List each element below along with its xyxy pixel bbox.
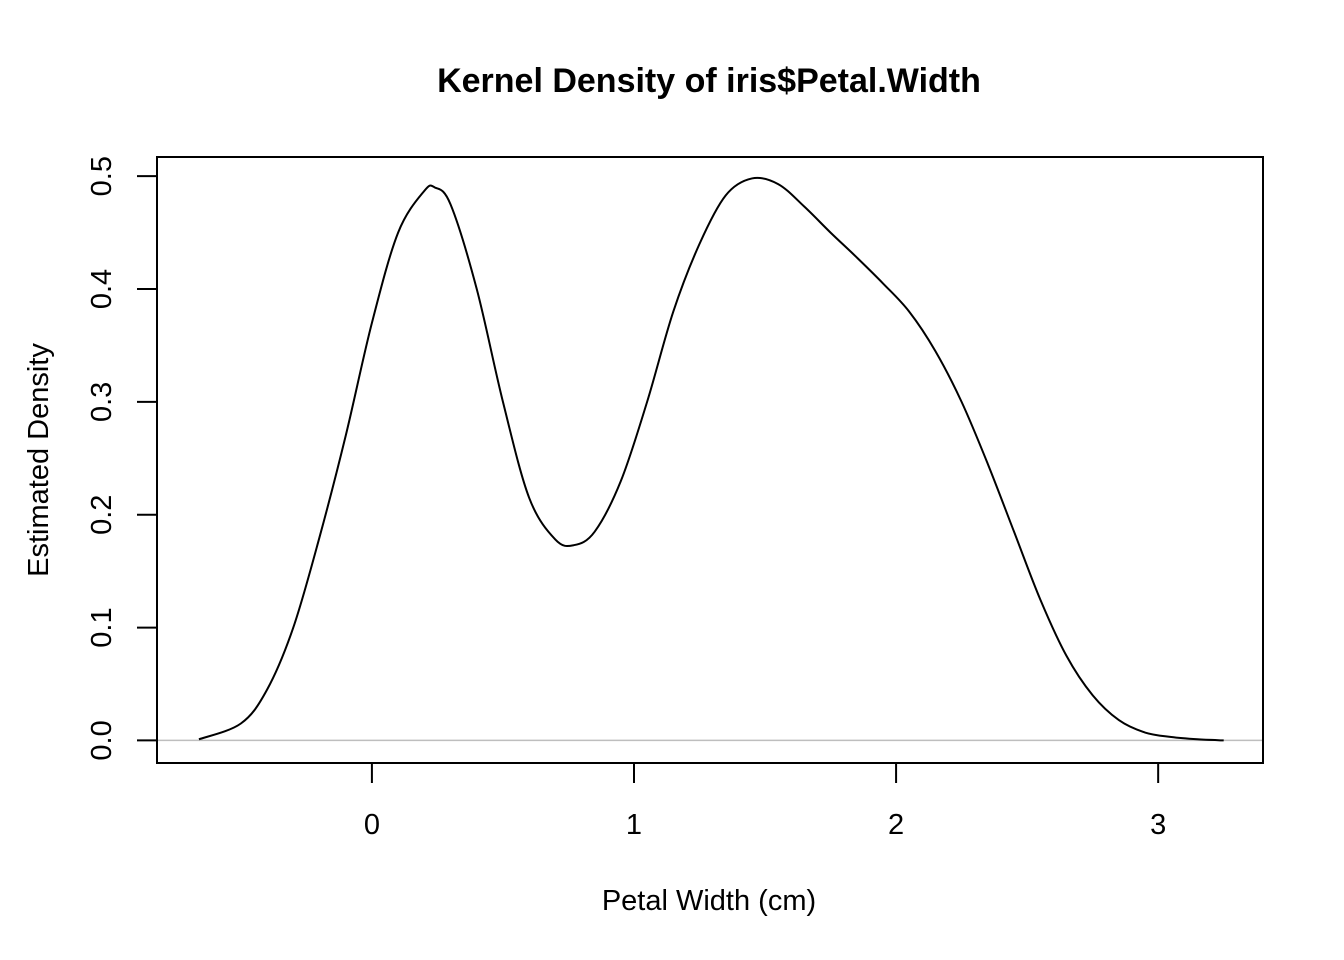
plot-frame xyxy=(156,156,1264,764)
x-axis: 0 1 2 3 xyxy=(364,762,1166,841)
y-axis: 0.0 0.1 0.2 0.3 0.4 0.5 xyxy=(86,156,158,761)
y-axis-label: Estimated Density xyxy=(23,343,55,577)
x-tick-label: 1 xyxy=(626,809,642,841)
y-tick-label: 0.0 xyxy=(86,720,118,760)
y-tick-label: 0.5 xyxy=(86,156,118,196)
y-tick-label: 0.1 xyxy=(86,607,118,647)
y-tick-label: 0.2 xyxy=(86,495,118,535)
density-curve-line xyxy=(198,176,1224,742)
chart-title: Kernel Density of iris$Petal.Width xyxy=(437,62,981,100)
y-tick-label: 0.4 xyxy=(86,269,118,309)
x-tick-label: 3 xyxy=(1150,809,1166,841)
x-axis-label: Petal Width (cm) xyxy=(602,885,816,917)
x-tick-label: 2 xyxy=(888,809,904,841)
density-curve-group xyxy=(198,176,1224,742)
x-tick-label: 0 xyxy=(364,809,380,841)
y-tick-label: 0.3 xyxy=(86,382,118,422)
